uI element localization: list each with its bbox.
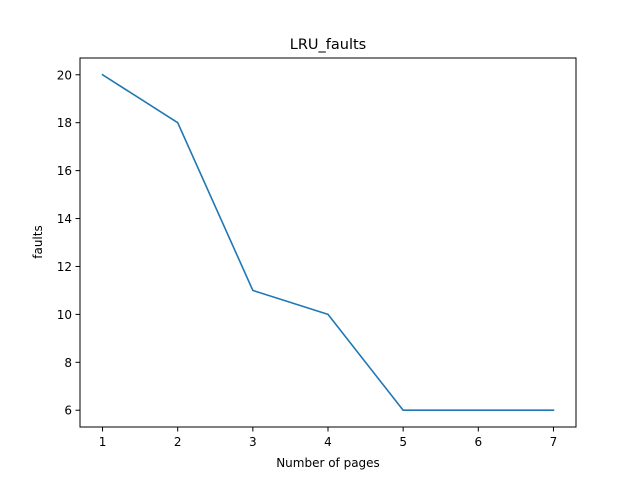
x-tick-label: 2 — [174, 435, 182, 449]
y-tick-label: 20 — [57, 68, 72, 82]
chart-title: LRU_faults — [290, 37, 366, 53]
y-axis-label: faults — [31, 225, 45, 258]
series-layer — [101, 73, 555, 412]
x-tick-label: 3 — [249, 435, 257, 449]
y-tick-label: 16 — [57, 164, 72, 178]
x-tick-label: 1 — [99, 435, 107, 449]
y-axis-ticks: 6 8 10 12 14 16 18 20 — [57, 68, 80, 418]
y-tick-label: 8 — [64, 356, 72, 370]
y-tick-label: 6 — [64, 404, 72, 418]
y-tick-label: 10 — [57, 308, 72, 322]
x-tick-label: 6 — [474, 435, 482, 449]
y-tick-label: 14 — [57, 212, 72, 226]
x-tick-label: 5 — [399, 435, 407, 449]
x-axis-ticks: 1 2 3 4 5 6 7 — [99, 427, 558, 449]
y-tick-label: 18 — [57, 116, 72, 130]
x-tick-label: 4 — [324, 435, 332, 449]
x-axis-label: Number of pages — [276, 456, 380, 470]
series-line — [101, 73, 555, 412]
x-tick-label: 7 — [550, 435, 558, 449]
y-tick-label: 12 — [57, 260, 72, 274]
